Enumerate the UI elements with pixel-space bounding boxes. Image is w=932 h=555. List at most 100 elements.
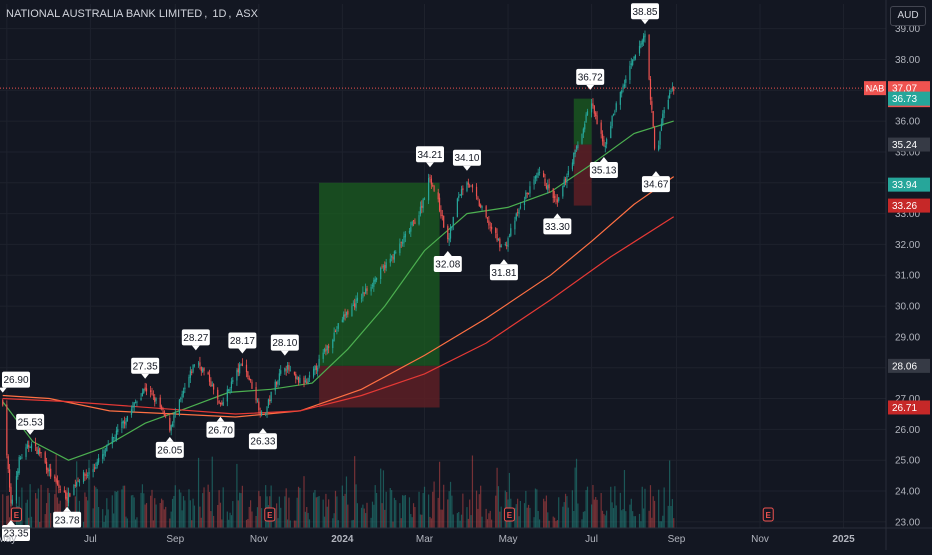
volume-bar [404, 495, 406, 528]
candle-body [213, 384, 215, 390]
candle-body [629, 65, 631, 80]
callout-box [248, 433, 277, 450]
y-tick-label: 29.00 [895, 332, 920, 343]
volume-bar [7, 495, 9, 528]
volume-bar [428, 494, 430, 528]
volume-bar [143, 493, 145, 528]
volume-bar [344, 493, 346, 528]
volume-bar [25, 502, 27, 528]
volume-bar [621, 510, 623, 528]
candle-body [274, 381, 276, 391]
candle-body [103, 449, 105, 456]
volume-bar [555, 521, 557, 528]
candle-body [470, 185, 472, 187]
candle-body [421, 205, 423, 208]
candle-body [596, 115, 598, 125]
candle-body [266, 406, 268, 413]
candle-body [270, 391, 272, 402]
earnings-badge [10, 507, 22, 522]
earnings-marker-icon: E [762, 507, 774, 522]
volume-bar [623, 470, 626, 528]
candle-body [552, 188, 554, 198]
volume-bar [384, 509, 386, 528]
volume-bar [447, 499, 449, 528]
candle-body [230, 381, 233, 389]
volume-bar [50, 513, 52, 528]
candle-body [210, 381, 212, 387]
volume-bar [189, 500, 191, 528]
volume-bar [207, 484, 209, 528]
y-tick-label: 25.00 [895, 456, 920, 467]
volume-bar [577, 503, 579, 528]
candle-body [74, 485, 76, 487]
candle-body [638, 45, 641, 54]
volume-bar [199, 506, 201, 528]
earnings-marker-icon: E [10, 507, 22, 522]
currency-button[interactable]: AUD [890, 6, 926, 26]
candle-body [462, 188, 464, 191]
candle-body [663, 109, 665, 114]
price-axis-label: 28.06 [888, 358, 930, 373]
candle-body [245, 364, 248, 373]
price-axis-label: 33.94 [888, 177, 930, 192]
volume-bar [385, 491, 387, 528]
candle-body [126, 416, 128, 422]
volume-bar [615, 505, 617, 528]
candle-body [258, 401, 260, 411]
candle-body [555, 198, 557, 200]
volume-bar [352, 519, 354, 528]
candle-body [614, 111, 616, 113]
volume-bar [673, 518, 675, 528]
callout-label: 26.33 [250, 437, 275, 448]
volume-bar [181, 510, 183, 528]
volume-bar [481, 516, 483, 528]
volume-bar [222, 487, 224, 528]
candle-body [536, 175, 538, 178]
candle-body [354, 303, 356, 308]
price-axis[interactable]: 23.0024.0025.0026.0027.0028.0029.0030.00… [864, 0, 930, 550]
candle-body [44, 452, 46, 463]
time-axis[interactable]: May Jul Sep Nov 2024 Mar May Jul Sep Nov 2025 [0, 527, 932, 545]
callout-label: 27.35 [133, 361, 158, 372]
y-tick-label: 30.00 [895, 302, 920, 313]
candle-body [163, 411, 165, 416]
volume-bar [318, 496, 320, 528]
candle-body [621, 90, 623, 94]
volume-bar [651, 517, 653, 528]
x-tick-label: Sep [166, 534, 184, 545]
volume-bar [247, 518, 249, 528]
y-tick-label: 38.00 [895, 55, 920, 66]
candle-body [510, 228, 512, 236]
candle-body [567, 170, 569, 175]
candle-body [478, 200, 480, 206]
candle-body [124, 421, 126, 424]
candle-body [658, 145, 660, 151]
volume-bar [256, 507, 259, 528]
candle-body [370, 286, 372, 292]
candle-body [640, 43, 642, 48]
volume-bar [295, 520, 297, 528]
volume-bar [433, 481, 435, 528]
volume-bar [660, 521, 663, 528]
volume-bar [625, 511, 627, 528]
candle-body [303, 377, 305, 385]
candle-body [673, 87, 675, 91]
candle-body [40, 452, 42, 453]
candle-body [307, 378, 309, 384]
volume-bar [188, 489, 190, 528]
volume-bar [47, 488, 49, 528]
candle-body [374, 278, 376, 282]
candle-body [466, 182, 468, 192]
candle-body [154, 397, 156, 402]
volume-bar [371, 501, 374, 528]
volume-bar [249, 500, 252, 528]
candle-body [286, 365, 289, 370]
candle-body [449, 226, 452, 239]
volume-bar [289, 520, 291, 528]
candle-body [36, 446, 38, 454]
candle-body [169, 417, 171, 431]
candle-body [585, 114, 587, 123]
candle-body [584, 123, 586, 130]
